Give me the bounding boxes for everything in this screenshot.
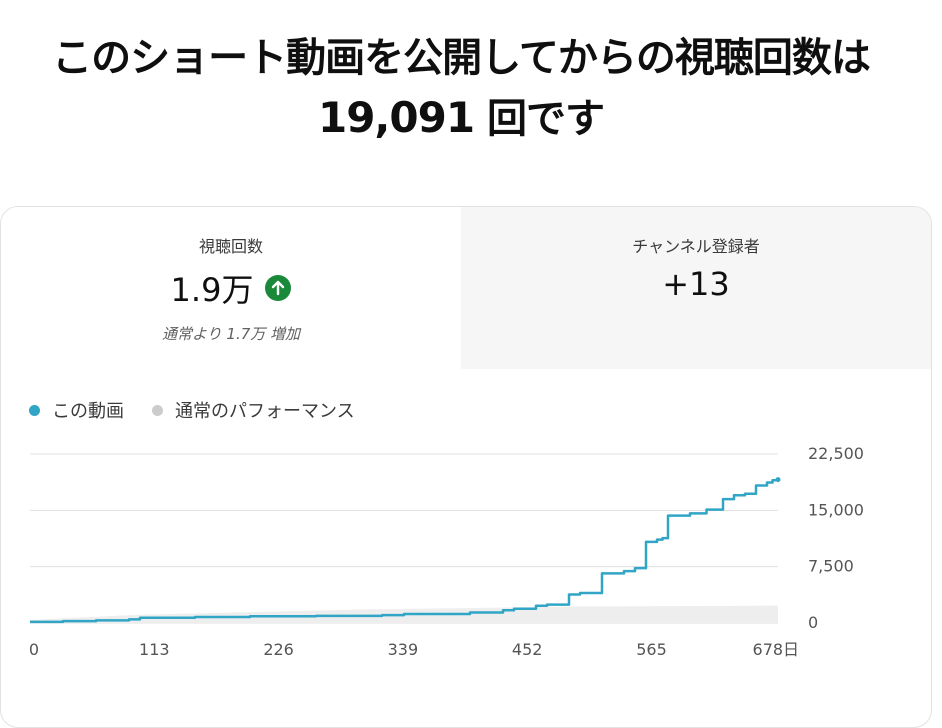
subscribers-value: +13 (662, 265, 730, 303)
series-end-point (775, 477, 781, 483)
y-tick-label: 0 (808, 613, 818, 632)
subscribers-value-row: +13 (461, 265, 931, 303)
legend-label-typical: 通常のパフォーマンス (175, 401, 355, 422)
views-line-chart: 0 7,500 15,000 22,500 0 113 226 339 452 565 678日 (29, 444, 864, 659)
x-tick-label: 0 (29, 640, 39, 659)
x-tick-label: 339 (388, 640, 419, 659)
views-metric-tab[interactable]: 視聴回数 1.9万 通常より 1.7万 増加 (1, 207, 461, 369)
views-label: 視聴回数 (198, 237, 263, 256)
x-tick-label: 226 (263, 640, 294, 659)
headline-line2: 19,091 回です (0, 88, 922, 149)
headline: このショート動画を公開してからの視聴回数は 19,091 回です (0, 28, 922, 149)
view-count: 19,091 (317, 93, 475, 142)
chart-legend: この動画 通常のパフォーマンス (29, 397, 355, 423)
y-tick-label: 22,500 (808, 444, 864, 463)
views-note: 通常より 1.7万 増加 (161, 325, 301, 343)
this-video-series-line (30, 479, 780, 624)
arrow-up-icon (265, 275, 292, 301)
x-tick-label: 678日 (753, 640, 800, 659)
legend-dot-this-video (29, 404, 40, 416)
subscribers-label: チャンネル登録者 (632, 237, 760, 256)
legend-label-this-video: この動画 (52, 401, 124, 422)
legend-dot-typical (152, 404, 163, 416)
y-tick-label: 7,500 (808, 557, 854, 576)
x-tick-label: 113 (139, 640, 170, 659)
legend-item-typical: 通常のパフォーマンス (152, 397, 355, 423)
headline-line1: このショート動画を公開してからの視聴回数は (52, 35, 871, 81)
headline-suffix: 回です (474, 96, 605, 142)
views-value-row: 1.9万 (1, 265, 461, 311)
subscribers-metric-tab[interactable]: チャンネル登録者 +13 (461, 207, 931, 369)
legend-item-this-video: この動画 (29, 397, 124, 423)
y-tick-label: 15,000 (808, 500, 864, 519)
views-value: 1.9万 (170, 271, 254, 309)
x-tick-label: 565 (636, 640, 667, 659)
analytics-card: 視聴回数 1.9万 通常より 1.7万 増加 チャンネル登録者 +13 この動画… (0, 206, 932, 728)
x-tick-label: 452 (512, 640, 543, 659)
